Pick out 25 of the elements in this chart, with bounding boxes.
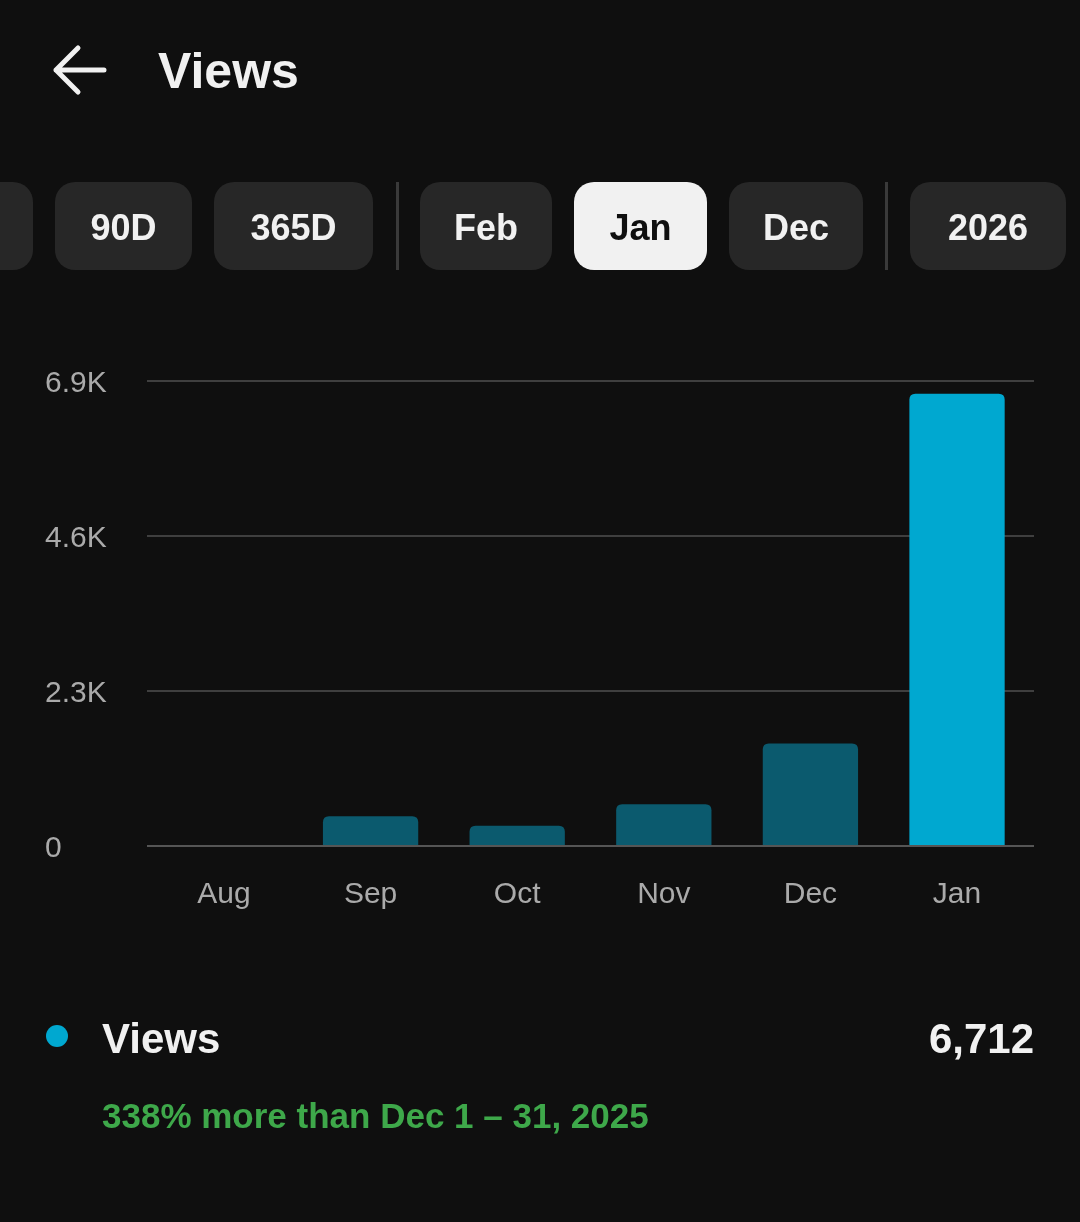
text: Jan [609, 207, 672, 248]
x-tick-label: Sep [343, 876, 398, 909]
x-tick-label: Aug [197, 876, 251, 909]
y-tick-label: 2.3K [45, 674, 107, 708]
text: 338% more than Dec 1 – 31, 2025 [102, 1096, 649, 1135]
bar [322, 816, 419, 846]
y-tick-label: 4.6K [45, 519, 107, 553]
text: Dec [762, 207, 830, 248]
x-tick-label: Jan [932, 876, 982, 909]
bar [469, 825, 565, 846]
y-tick-label: 0 [45, 829, 62, 863]
bar [762, 743, 859, 846]
x-tick-label: Dec [783, 876, 838, 909]
text: 90D [90, 207, 157, 248]
text: Feb [453, 207, 519, 248]
text: 2026 [947, 207, 1029, 248]
legend-label: Views [102, 1015, 221, 1062]
y-tick-label: 6.9K [45, 364, 107, 398]
x-tick-label: Nov [637, 876, 691, 909]
text: 6,712 [928, 1015, 1034, 1062]
bar [616, 804, 712, 846]
chart-title: Views [158, 43, 299, 99]
bar [909, 393, 1005, 846]
text: 365D [250, 207, 337, 248]
x-tick-label: Oct [493, 876, 542, 909]
